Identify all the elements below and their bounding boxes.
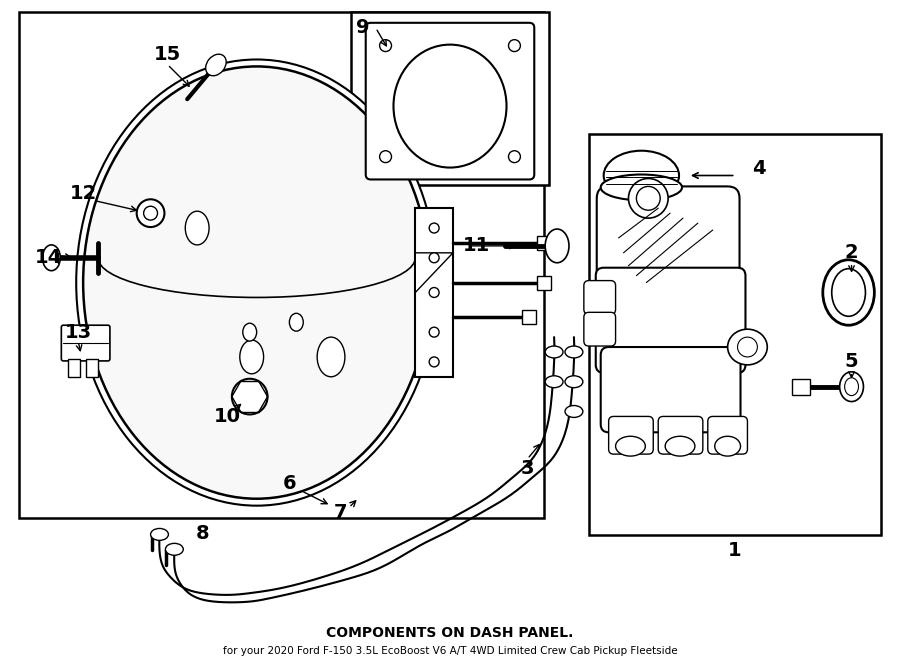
Ellipse shape [239, 340, 264, 374]
Text: 14: 14 [35, 249, 62, 267]
Circle shape [429, 223, 439, 233]
Ellipse shape [565, 346, 583, 358]
Text: 11: 11 [464, 237, 490, 255]
Ellipse shape [243, 323, 256, 341]
Bar [415, 208, 453, 377]
FancyBboxPatch shape [61, 325, 110, 361]
Bar [86, 359, 98, 377]
FancyBboxPatch shape [658, 416, 703, 454]
Bar [537, 276, 551, 290]
Bar [351, 12, 549, 186]
Text: 8: 8 [195, 524, 209, 543]
Ellipse shape [840, 371, 863, 401]
Ellipse shape [76, 59, 437, 506]
Polygon shape [415, 253, 453, 292]
Ellipse shape [715, 436, 741, 456]
FancyBboxPatch shape [584, 281, 616, 315]
Ellipse shape [600, 175, 682, 200]
Ellipse shape [232, 379, 267, 414]
Circle shape [380, 151, 392, 163]
Text: 6: 6 [283, 475, 296, 493]
Text: 5: 5 [845, 352, 859, 371]
FancyBboxPatch shape [596, 268, 745, 373]
Ellipse shape [565, 375, 583, 387]
Text: 3: 3 [520, 459, 534, 479]
Circle shape [429, 288, 439, 297]
Circle shape [508, 151, 520, 163]
Ellipse shape [616, 436, 645, 456]
Ellipse shape [42, 245, 60, 271]
Circle shape [508, 40, 520, 52]
Ellipse shape [137, 200, 165, 227]
Ellipse shape [665, 436, 695, 456]
Bar [522, 310, 536, 325]
Bar [537, 236, 551, 250]
Bar [792, 379, 810, 395]
Ellipse shape [185, 212, 209, 245]
Circle shape [636, 186, 661, 210]
FancyBboxPatch shape [600, 347, 741, 432]
Ellipse shape [317, 337, 345, 377]
Bar [589, 134, 881, 535]
Text: 7: 7 [334, 503, 347, 522]
Text: 10: 10 [213, 407, 240, 426]
Ellipse shape [393, 45, 507, 168]
Ellipse shape [150, 529, 168, 541]
FancyBboxPatch shape [584, 312, 616, 346]
Circle shape [429, 253, 439, 262]
FancyBboxPatch shape [365, 22, 535, 179]
Text: 1: 1 [728, 541, 742, 560]
Text: 15: 15 [154, 45, 181, 64]
Ellipse shape [545, 229, 569, 263]
Ellipse shape [604, 151, 679, 200]
Ellipse shape [545, 375, 563, 387]
Ellipse shape [545, 346, 563, 358]
Circle shape [737, 337, 758, 357]
Ellipse shape [144, 206, 158, 220]
Ellipse shape [83, 66, 430, 498]
Circle shape [380, 40, 392, 52]
Ellipse shape [206, 54, 226, 76]
Circle shape [429, 357, 439, 367]
Ellipse shape [844, 378, 859, 395]
Text: 4: 4 [752, 159, 766, 178]
Text: 2: 2 [845, 243, 859, 262]
FancyBboxPatch shape [608, 416, 653, 454]
Bar [19, 12, 544, 518]
Text: 9: 9 [356, 19, 370, 37]
Text: 13: 13 [65, 323, 92, 342]
Text: COMPONENTS ON DASH PANEL.: COMPONENTS ON DASH PANEL. [327, 626, 573, 641]
Ellipse shape [166, 543, 184, 555]
Bar [68, 359, 80, 377]
Text: for your 2020 Ford F-150 3.5L EcoBoost V6 A/T 4WD Limited Crew Cab Pickup Fleets: for your 2020 Ford F-150 3.5L EcoBoost V… [222, 646, 678, 656]
FancyBboxPatch shape [597, 186, 740, 295]
Circle shape [628, 178, 668, 218]
Ellipse shape [823, 260, 875, 325]
Ellipse shape [832, 268, 866, 317]
Text: 12: 12 [69, 184, 97, 203]
Ellipse shape [727, 329, 768, 365]
Circle shape [429, 327, 439, 337]
Ellipse shape [565, 405, 583, 418]
FancyBboxPatch shape [707, 416, 747, 454]
Ellipse shape [290, 313, 303, 331]
